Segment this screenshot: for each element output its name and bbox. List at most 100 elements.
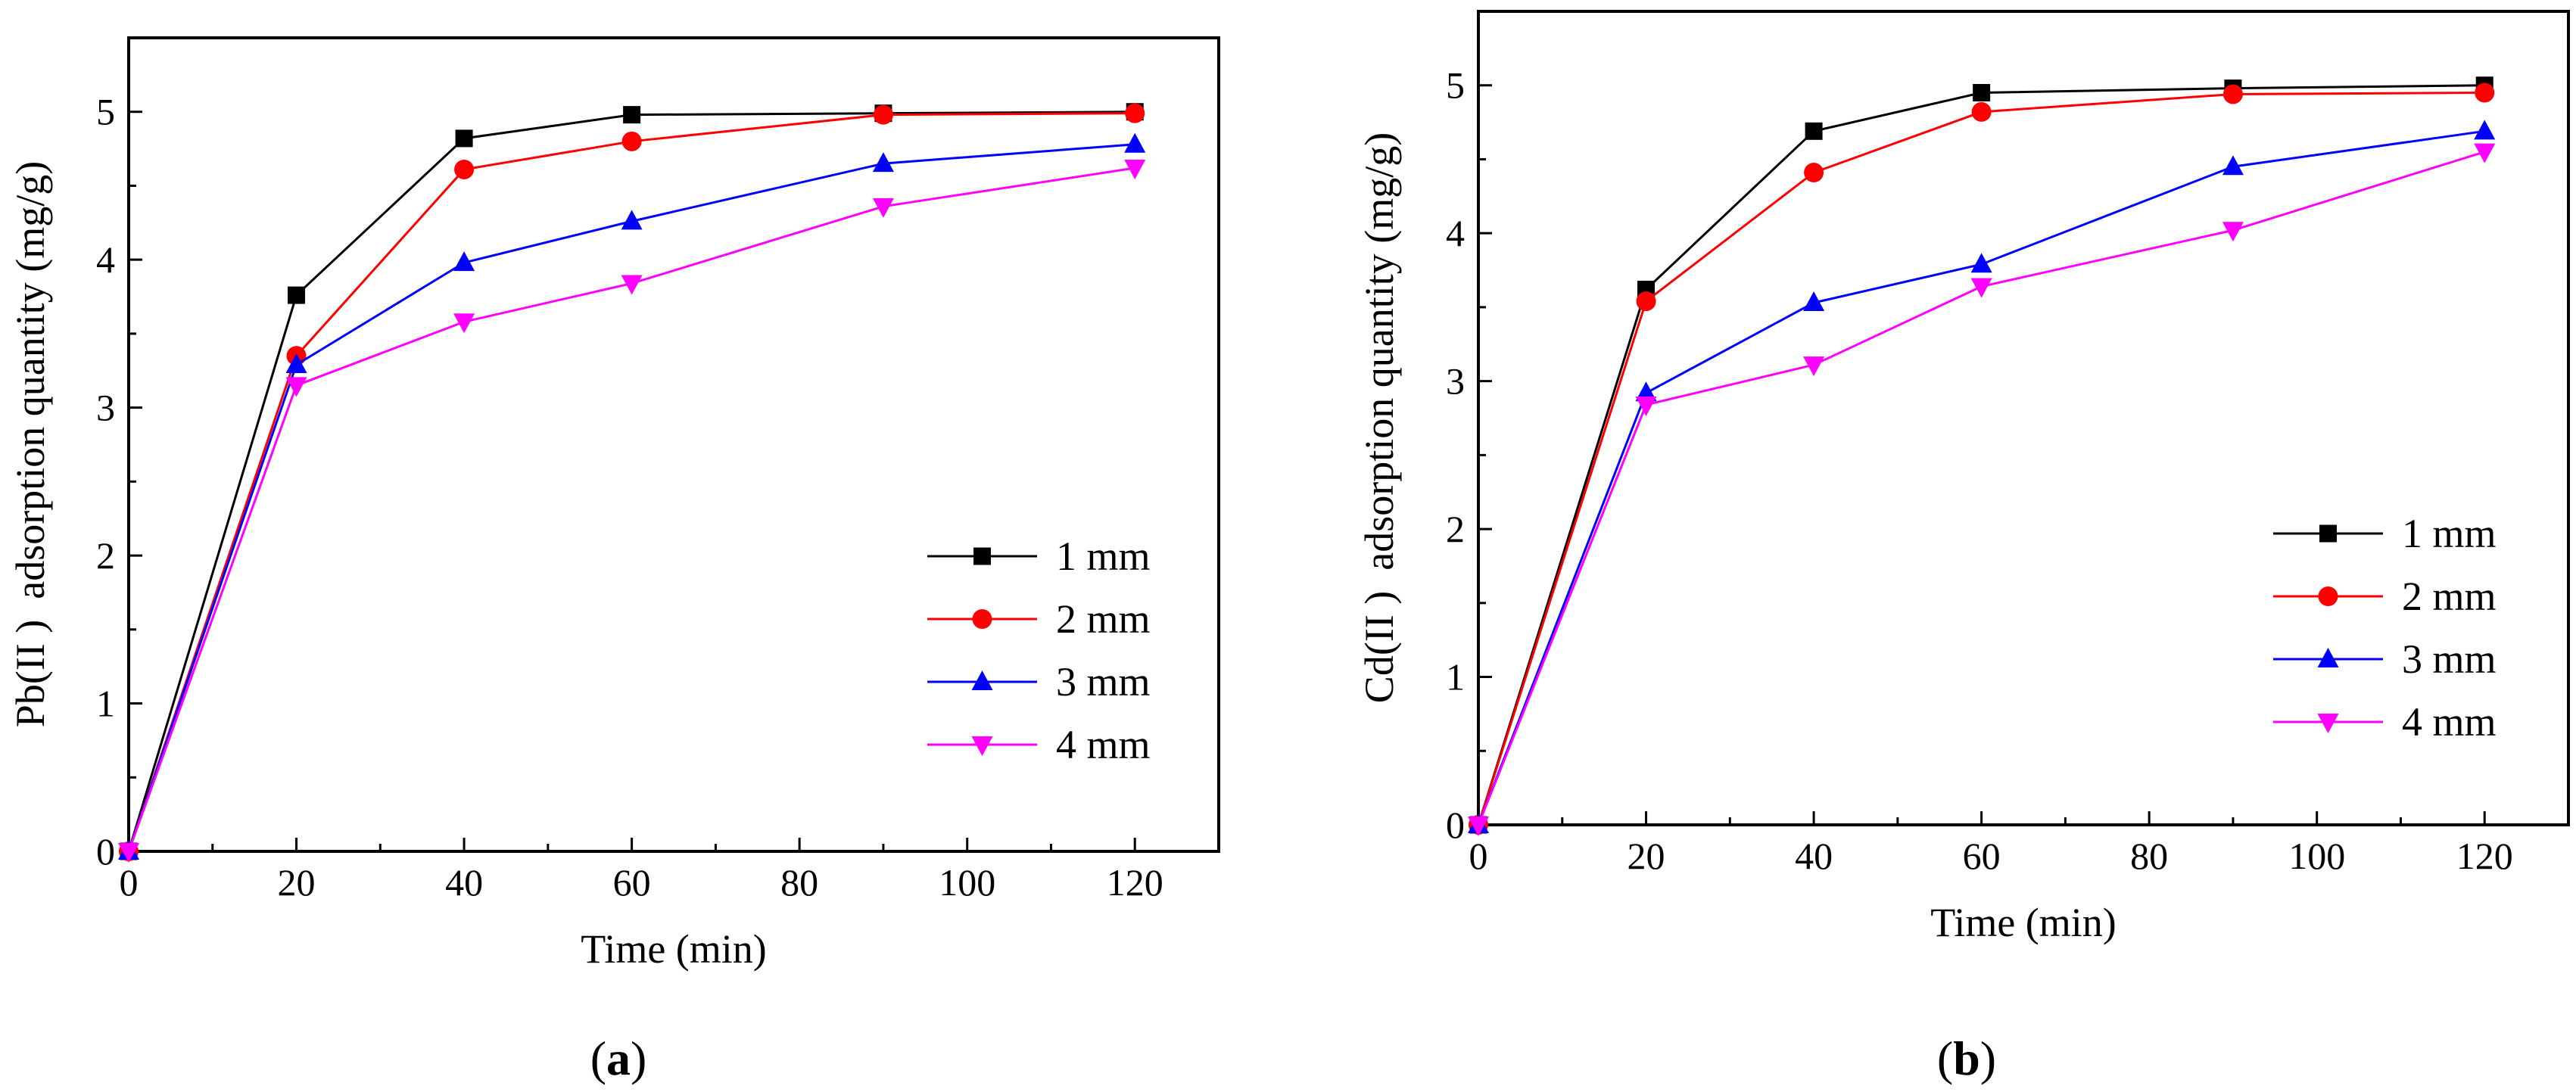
data-point-2mm [1971, 101, 1992, 122]
x-tick-label: 40 [445, 861, 483, 904]
y-tick-label: 2 [1446, 508, 1465, 550]
data-point-2mm [454, 159, 475, 179]
chart-panel-a: 0 20 40 60 80 100 120 0 1 2 3 4 5 1 mm 2 mm 3 mm 4 mm T… [8, 36, 1220, 1085]
x-tick-label: 80 [780, 861, 818, 904]
legend-label: 3 mm [2402, 636, 2497, 682]
x-tick-label: 20 [1628, 835, 1665, 877]
data-point-3mm [1803, 291, 1825, 312]
x-axis-label-b: Time (min) [1930, 900, 2117, 945]
x-tick-label: 100 [939, 861, 995, 904]
data-point-1mm [1973, 84, 1991, 101]
x-tick-label: 120 [2456, 835, 2513, 877]
panel-label-a: (a) [590, 1031, 647, 1085]
data-point-4mm [2222, 222, 2244, 242]
data-point-4mm [1970, 278, 1992, 298]
y-tick-label: 1 [96, 683, 115, 725]
y-tick-label: 0 [96, 830, 115, 873]
legend-marker [972, 609, 992, 629]
panel-letter-b: b [1953, 1031, 1980, 1085]
data-point-3mm [2474, 120, 2496, 140]
data-point-2mm [2222, 84, 2243, 104]
y-tick-label: 3 [1446, 360, 1465, 403]
series-line-1mm [1477, 84, 2485, 826]
panel-label-b: (b) [1937, 1031, 1996, 1085]
legend-label: 1 mm [2402, 511, 2497, 556]
data-point-1mm [288, 286, 306, 304]
data-point-3mm [1124, 132, 1146, 153]
legend-label: 2 mm [1056, 596, 1151, 642]
x-tick-label: 120 [1107, 861, 1163, 904]
data-point-4mm [872, 198, 894, 218]
legend-marker [2317, 648, 2339, 667]
ticks-a: 0 20 40 60 80 100 120 0 1 2 3 4 5 [96, 91, 1163, 904]
y-tick-label: 0 [1446, 804, 1465, 846]
x-tick-label: 100 [2288, 835, 2345, 877]
data-point-2mm [1125, 103, 1145, 123]
legend-a: 1 mm 2 mm 3 mm 4 mm [927, 534, 1151, 767]
series-line-2mm [127, 112, 1135, 852]
data-point-4mm [621, 275, 643, 295]
y-tick-label: 3 [96, 387, 115, 429]
data-point-4mm [453, 313, 475, 334]
data-point-3mm [453, 251, 475, 272]
data-point-1mm [623, 106, 641, 124]
series-line-4mm [127, 166, 1135, 852]
data-point-4mm [2474, 143, 2496, 163]
data-point-2mm [621, 131, 642, 151]
x-tick-label: 40 [1795, 835, 1833, 877]
series-layer-a [118, 103, 1146, 863]
data-point-3mm [621, 210, 643, 230]
legend-marker [971, 736, 993, 756]
y-tick-label: 5 [1446, 64, 1465, 107]
data-point-3mm [1970, 253, 1992, 273]
series-layer-b [1468, 76, 2496, 836]
y-tick-label: 4 [96, 238, 115, 281]
data-point-3mm [1635, 381, 1657, 402]
legend-label: 4 mm [2402, 699, 2497, 745]
data-point-3mm [285, 353, 307, 373]
data-point-4mm [1803, 356, 1825, 377]
plot-frame-a [127, 36, 1220, 853]
data-point-4mm [285, 377, 307, 397]
legend-marker [973, 547, 991, 565]
x-tick-label: 0 [120, 861, 139, 904]
data-point-1mm [455, 129, 473, 148]
data-point-1mm [1805, 122, 1823, 140]
x-tick-label: 60 [613, 861, 651, 904]
y-tick-label: 2 [96, 534, 115, 577]
chart-panel-b: 0 20 40 60 80 100 120 0 1 2 3 4 5 1 mm 2 mm 3 mm 4 mm T… [1357, 10, 2570, 1085]
legend-marker [971, 670, 993, 690]
legend-label: 3 mm [1056, 659, 1151, 705]
series-line-2mm [1477, 92, 2485, 826]
data-point-3mm [872, 152, 894, 173]
data-point-4mm [1124, 160, 1146, 179]
y-tick-label: 1 [1446, 656, 1465, 698]
data-point-2mm [2475, 82, 2495, 103]
series-line-1mm [127, 110, 1135, 852]
series-line-4mm [1477, 151, 2485, 826]
data-point-4mm [1468, 817, 1489, 836]
y-axis-label-a: Pb(II ) adsorption quantity (mg/g) [8, 161, 53, 727]
x-tick-label: 60 [1963, 835, 2001, 877]
y-axis-label-b: Cd(II ) adsorption quantity (mg/g) [1357, 132, 1402, 703]
legend-b: 1 mm 2 mm 3 mm 4 mm [2273, 511, 2497, 745]
x-tick-label: 80 [2130, 835, 2168, 877]
x-tick-label: 0 [1469, 835, 1488, 877]
panel-letter-a: a [606, 1031, 631, 1085]
data-point-2mm [1804, 163, 1824, 183]
x-axis-label-a: Time (min) [581, 926, 767, 972]
legend-marker [2317, 714, 2339, 733]
legend-label: 2 mm [2402, 574, 2497, 619]
data-point-3mm [2222, 155, 2244, 176]
legend-label: 1 mm [1056, 534, 1151, 579]
data-point-4mm [1635, 396, 1657, 416]
data-point-2mm [873, 104, 893, 125]
legend-marker [2318, 586, 2338, 606]
series-line-3mm [127, 143, 1135, 852]
ticks-b: 0 20 40 60 80 100 120 0 1 2 3 4 5 [1446, 64, 2513, 877]
x-tick-label: 20 [278, 861, 316, 904]
series-line-3mm [1477, 129, 2485, 826]
y-tick-label: 5 [96, 91, 115, 133]
y-tick-label: 4 [1446, 212, 1465, 254]
